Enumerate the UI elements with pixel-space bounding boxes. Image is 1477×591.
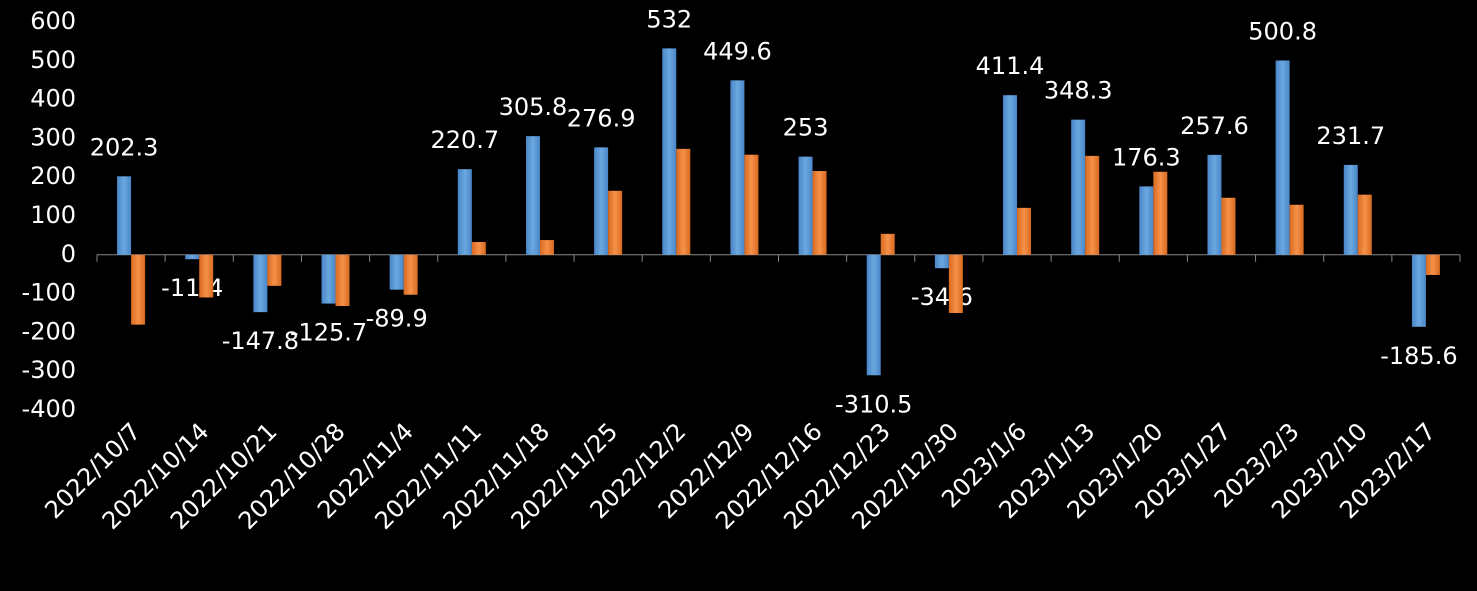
data-label: 176.3 xyxy=(1112,143,1181,171)
bar xyxy=(744,154,759,255)
bar xyxy=(948,254,963,313)
bar xyxy=(1343,164,1358,255)
data-label: -185.6 xyxy=(1380,342,1457,370)
bar xyxy=(608,190,623,255)
bar xyxy=(1139,186,1154,255)
bar xyxy=(934,254,949,269)
bar xyxy=(662,48,677,255)
bar xyxy=(1221,197,1236,255)
data-label: 348.3 xyxy=(1044,77,1113,105)
bar xyxy=(866,254,881,376)
data-label: -34.6 xyxy=(911,283,973,311)
bar xyxy=(117,176,132,255)
bar xyxy=(1207,154,1222,255)
bar xyxy=(812,170,827,255)
y-tick-label: -100 xyxy=(22,279,76,307)
data-label: 411.4 xyxy=(976,52,1045,80)
bar xyxy=(676,148,691,255)
bar xyxy=(1085,155,1100,255)
bar xyxy=(594,147,609,255)
bar xyxy=(525,136,540,255)
bar xyxy=(539,240,554,255)
data-label: 257.6 xyxy=(1180,112,1249,140)
y-tick-label: 500 xyxy=(30,46,76,74)
y-tick-label: 600 xyxy=(30,7,76,35)
data-label: 231.7 xyxy=(1316,122,1385,150)
y-tick-label: -300 xyxy=(22,356,76,384)
bar xyxy=(457,169,472,255)
data-label: 220.7 xyxy=(430,126,499,154)
data-label: 305.8 xyxy=(499,93,568,121)
data-label: 253 xyxy=(783,114,829,142)
bar xyxy=(253,254,268,313)
bar xyxy=(321,254,336,304)
y-tick-label: 100 xyxy=(30,201,76,229)
bar xyxy=(1071,119,1086,255)
bar xyxy=(1411,254,1426,327)
bar xyxy=(471,241,486,255)
bar xyxy=(185,254,200,260)
data-label: -89.9 xyxy=(366,305,428,333)
data-label: 202.3 xyxy=(90,133,159,161)
bar xyxy=(1275,60,1290,255)
bar xyxy=(199,254,214,298)
data-label: 532 xyxy=(646,5,692,33)
y-tick-label: -200 xyxy=(22,317,76,345)
bar xyxy=(1017,207,1032,255)
bar xyxy=(1357,194,1372,255)
data-label: 276.9 xyxy=(567,104,636,132)
bar xyxy=(1289,204,1304,255)
data-label: -310.5 xyxy=(835,390,912,418)
bar xyxy=(403,254,418,295)
bar xyxy=(267,254,282,286)
bar xyxy=(335,254,350,307)
bar xyxy=(798,156,813,255)
bar xyxy=(730,80,745,255)
y-tick-label: 0 xyxy=(61,240,76,268)
bar xyxy=(389,254,404,290)
y-tick-label: -400 xyxy=(22,395,76,423)
bar xyxy=(1425,254,1440,275)
bar xyxy=(880,233,895,255)
bar xyxy=(1003,95,1018,255)
y-tick-label: 400 xyxy=(30,85,76,113)
bar xyxy=(1153,171,1168,255)
bar xyxy=(131,254,146,325)
data-label: 449.6 xyxy=(703,37,772,65)
data-label: -11.4 xyxy=(161,274,223,302)
data-label: -147.8 xyxy=(222,327,299,355)
data-label: -125.7 xyxy=(290,319,367,347)
y-tick-label: 200 xyxy=(30,162,76,190)
y-tick-label: 300 xyxy=(30,123,76,151)
data-label: 500.8 xyxy=(1248,17,1317,45)
